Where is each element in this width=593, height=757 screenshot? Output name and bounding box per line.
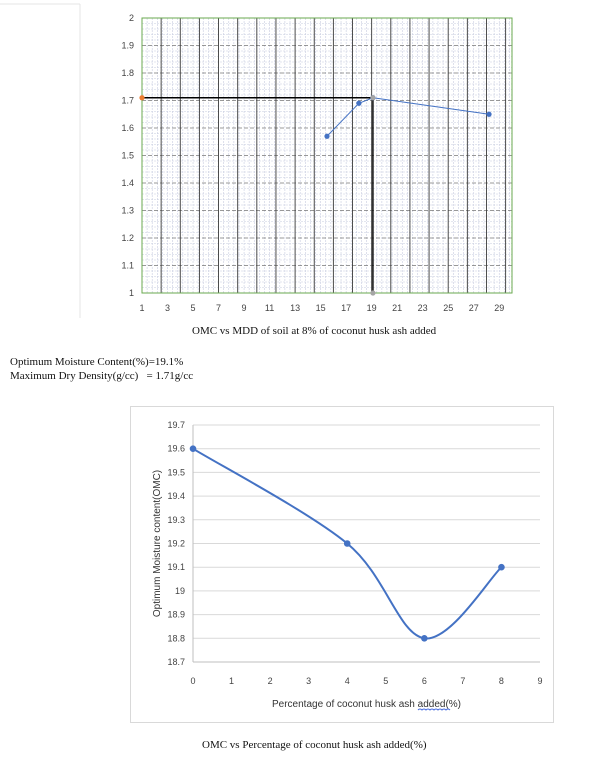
chart2-y-tick-label: 19.5 (167, 467, 185, 477)
chart1-y-tick-label: 1 (129, 288, 134, 298)
chart1-x-tick-label: 21 (392, 303, 402, 313)
chart2-x-tick-label: 2 (268, 676, 273, 686)
chart1-marker-point (139, 95, 145, 101)
chart2-x-tick-label: 7 (460, 676, 465, 686)
chart1-x-tick-label: 7 (216, 303, 221, 313)
chart2-y-tick-label: 19.4 (167, 491, 185, 501)
chart1-x-tick-label: 5 (191, 303, 196, 313)
chart1-x-tick-label: 13 (290, 303, 300, 313)
chart1-x-tick-label: 9 (242, 303, 247, 313)
chart1-y-tick-label: 1.7 (121, 96, 134, 106)
chart1-plot-frame (141, 17, 513, 294)
chart1-x-tick-label: 17 (341, 303, 351, 313)
chart2-x-tick-label: 0 (190, 676, 195, 686)
chart2-data-point (189, 445, 197, 453)
chart1-marker-point (370, 290, 376, 296)
chart2-y-axis-title: Optimum Moisture content(OMC) (152, 470, 163, 617)
chart1-series-line (326, 97, 490, 137)
result-omc: Optimum Moisture Content(%)=19.1% (10, 356, 184, 368)
chart2-x-axis-title: Percentage of coconut husk ash added(%) (272, 699, 461, 710)
chart1-x-tick-label: 15 (316, 303, 326, 313)
chart1-y-tick-label: 1.4 (121, 178, 134, 188)
chart2-y-tick-label: 19.7 (167, 420, 185, 430)
chart1-x-tick-label: 3 (165, 303, 170, 313)
chart2-x-tick-label: 5 (383, 676, 388, 686)
chart1-x-tick-label: 1 (139, 303, 144, 313)
chart2-data-point (343, 540, 351, 547)
chart2-y-tick-label: 19.1 (167, 562, 185, 572)
chart1-x-tick-label: 29 (494, 303, 504, 313)
chart1-y-tick-label: 1.6 (121, 123, 134, 133)
chart1-x-tick-label: 11 (265, 303, 274, 313)
chart2-y-tick-label: 19 (175, 586, 185, 596)
chart1-x-tick-label: 25 (443, 303, 453, 313)
chart2-series-line (192, 447, 503, 640)
chart2-data-point (421, 635, 428, 642)
chart1-y-tick-label: 1.2 (121, 233, 134, 243)
chart2-x-tick-label: 1 (229, 676, 234, 686)
result-mdd: Maximum Dry Density(g/cc) = 1.71g/cc (10, 370, 194, 382)
chart1-data-point (356, 100, 362, 106)
chart1-data-point (324, 133, 330, 139)
chart2-x-tick-label: 6 (422, 676, 427, 686)
chart2-caption: OMC vs Percentage of coconut husk ash ad… (202, 739, 427, 751)
chart2-data-point (498, 563, 505, 571)
chart2-x-tick-label: 9 (537, 676, 542, 686)
omc-mdd-chart: 11.11.21.31.41.51.61.71.81.921 3 5 7 9 11 13 15… (0, 3, 513, 318)
chart1-y-tick-label: 1.1 (121, 261, 134, 271)
chart1-y-tick-label: 1.9 (121, 41, 134, 51)
chart1-y-tick-label: 1.5 (121, 151, 134, 161)
chart2-y-tick-label: 19.2 (167, 539, 185, 549)
chart2-area-border (130, 406, 554, 723)
chart2-y-tick-label: 18.7 (167, 657, 185, 667)
chart1-x-tick-label: 27 (469, 303, 479, 313)
chart1-data-point (486, 111, 492, 117)
chart2-x-tick-label: 8 (499, 676, 504, 686)
chart2-y-tick-label: 19.6 (167, 444, 185, 454)
chart1-y-tick-label: 1.3 (121, 206, 134, 216)
chart2-y-tick-label: 18.8 (167, 633, 185, 643)
chart2-x-tick-label: 3 (306, 676, 311, 686)
chart1-marker-point (370, 95, 376, 101)
chart1-y-tick-label: 2 (129, 13, 134, 23)
chart1-y-tick-label: 1.8 (121, 68, 134, 78)
chart1-x-tick-label: 19 (367, 303, 377, 313)
chart2-y-tick-label: 18.9 (167, 610, 185, 620)
chart1-x-tick-label: 23 (418, 303, 428, 313)
chart2-x-tick-label: 4 (345, 676, 350, 686)
spellcheck-underline (417, 708, 451, 711)
chart2-y-tick-label: 19.3 (167, 515, 185, 525)
chart1-caption: OMC vs MDD of soil at 8% of coconut husk… (192, 325, 437, 337)
